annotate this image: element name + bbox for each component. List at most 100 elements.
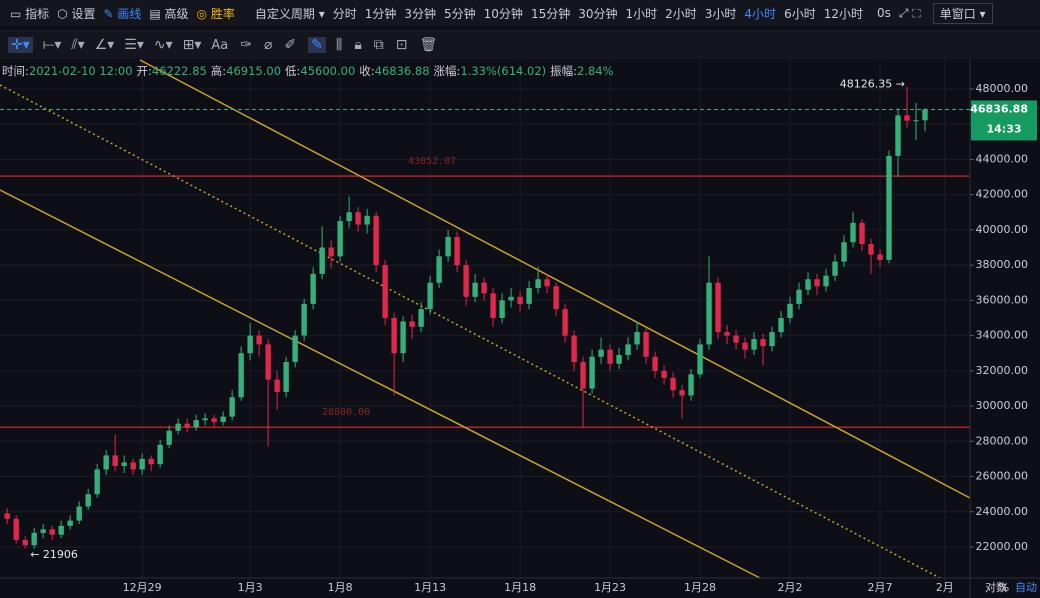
candle-body bbox=[859, 222, 865, 244]
candle-body bbox=[598, 349, 604, 357]
period-button[interactable]: 2小时 bbox=[665, 6, 697, 21]
tool[interactable]: ☰▾ bbox=[124, 37, 144, 53]
candle-body bbox=[832, 261, 838, 276]
tool[interactable]: 🔒︎ bbox=[354, 37, 362, 53]
candle-body bbox=[373, 215, 379, 266]
candle-body bbox=[850, 222, 856, 243]
top-toolbar: ▭ 指标 ⬡ 设置 ✎ 画线 ▤ 高级 ◎ 胜率 自定义周期 ▾ 分时 1分钟 3分… bbox=[0, 0, 1040, 26]
candle-body bbox=[535, 279, 541, 289]
window-select[interactable]: 单窗口 ▾ bbox=[932, 2, 993, 24]
period-button[interactable]: 4小时 bbox=[744, 6, 777, 21]
y-tick-label: 22000.00 bbox=[976, 540, 1029, 553]
tool[interactable]: ⫽▾ bbox=[71, 37, 85, 53]
period-button[interactable]: 3小时 bbox=[704, 6, 737, 21]
x-tick-label: 12月29 bbox=[123, 581, 162, 594]
period-button[interactable]: 分时 bbox=[332, 6, 357, 21]
draw-toolbar: ✛▾ ⟝▾ ⫽▾ ∠▾ ☰▾ ∿▾ ⊞▾ Aa ✑ ⌀ ✐ ✎ ⫼ 🔒︎ ⧉ ⊡… bbox=[0, 30, 1040, 59]
price-line-label: 28800.00 bbox=[322, 407, 370, 418]
period-button[interactable]: 12小时 bbox=[823, 6, 863, 21]
period-button[interactable]: 30分钟 bbox=[578, 6, 618, 21]
tool[interactable]: ✐ bbox=[284, 37, 297, 53]
x-tick-label: 1月28 bbox=[684, 581, 716, 594]
candle-body bbox=[724, 332, 730, 336]
label: 单窗口 bbox=[939, 6, 976, 21]
candle-body bbox=[823, 275, 829, 287]
tool[interactable]: ⊡ bbox=[395, 37, 408, 53]
candle-body bbox=[562, 309, 568, 336]
info-value: 2.84% bbox=[577, 64, 614, 78]
tool[interactable]: ⧉ bbox=[373, 37, 384, 53]
candle-body bbox=[49, 529, 55, 535]
scale-button[interactable]: 对数 bbox=[985, 580, 1007, 594]
candle-body bbox=[148, 458, 154, 465]
tool[interactable]: ✎ bbox=[308, 37, 326, 53]
y-tick-label: 24000.00 bbox=[976, 505, 1029, 518]
icon[interactable]: ⤢ ⛶ bbox=[898, 5, 921, 20]
candle-body bbox=[544, 279, 550, 287]
scale-button[interactable]: 自动 bbox=[1015, 581, 1037, 594]
tool[interactable]: ⟝▾ bbox=[42, 37, 62, 53]
candle-body bbox=[400, 321, 406, 354]
plot-bg bbox=[0, 59, 970, 578]
tool[interactable]: ⫼ bbox=[335, 37, 343, 53]
y-tick-label: 34000.00 bbox=[976, 329, 1029, 342]
period-button[interactable]: 6小时 bbox=[784, 6, 816, 21]
tool[interactable]: 🗑︎ bbox=[419, 37, 438, 53]
tool[interactable]: ⌀ bbox=[263, 37, 273, 53]
period-button[interactable]: 10分钟 bbox=[483, 6, 523, 21]
x-tick-label: 2月2 bbox=[778, 581, 803, 594]
period-button[interactable]: 5分钟 bbox=[444, 6, 476, 21]
tool[interactable]: ∠▾ bbox=[94, 37, 115, 53]
period-button[interactable]: 3分钟 bbox=[404, 6, 437, 21]
candle-body bbox=[589, 356, 595, 389]
candle-body bbox=[229, 397, 235, 417]
tool-button[interactable]: ▭ 指标 bbox=[10, 6, 50, 21]
candle-body bbox=[418, 309, 424, 327]
candle-body bbox=[679, 390, 685, 396]
tool[interactable]: ✛▾ bbox=[8, 37, 33, 53]
candle-body bbox=[670, 377, 676, 391]
info-value: 46836.88 bbox=[374, 64, 430, 78]
tool[interactable]: ✑ bbox=[240, 37, 252, 53]
y-tick-label: 48000.00 bbox=[976, 82, 1029, 95]
candle-body bbox=[508, 296, 514, 301]
candle-body bbox=[643, 332, 649, 357]
info-label: 开: bbox=[136, 64, 152, 78]
tool[interactable]: Aa bbox=[211, 37, 229, 53]
grid: 43052.07 28800.00 bbox=[0, 59, 970, 578]
candle-body bbox=[706, 282, 712, 345]
y-tick-label: 44000.00 bbox=[976, 152, 1029, 165]
tool-button[interactable]: ✎ 画线 bbox=[103, 6, 142, 21]
label: 胜率 bbox=[210, 6, 235, 21]
candle-body bbox=[499, 300, 505, 318]
candle-body bbox=[166, 430, 172, 445]
info-label: 振幅: bbox=[550, 64, 578, 78]
period-button[interactable]: 1分钟 bbox=[364, 6, 397, 21]
y-tick-label: 30000.00 bbox=[976, 399, 1029, 412]
candle-body bbox=[94, 469, 100, 495]
timer: 0s bbox=[876, 6, 891, 20]
period-button[interactable]: 1小时 bbox=[625, 6, 658, 21]
tool-button[interactable]: ⬡ 设置 bbox=[57, 6, 96, 21]
tool-button[interactable]: ◎ 胜率 bbox=[196, 6, 235, 21]
label: 画线 bbox=[117, 6, 142, 21]
candle-body bbox=[355, 212, 361, 225]
candle-body bbox=[184, 423, 190, 428]
y-tick-label: 42000.00 bbox=[976, 188, 1029, 201]
candle-body bbox=[481, 282, 487, 294]
tool[interactable]: ⊞▾ bbox=[182, 37, 202, 53]
info-value: 46222.85 bbox=[151, 64, 207, 78]
candle-body bbox=[328, 247, 334, 257]
candle-body bbox=[814, 279, 820, 287]
period-menu[interactable]: 自定义周期 ▾ bbox=[254, 6, 325, 21]
tool-button[interactable]: ▤ 高级 bbox=[149, 6, 189, 21]
info-label: 高: bbox=[210, 64, 227, 78]
candle-body bbox=[895, 115, 901, 156]
candle-body bbox=[193, 420, 199, 428]
trend-channel bbox=[0, 59, 971, 579]
candle-body bbox=[472, 282, 478, 297]
scale-button[interactable]: % bbox=[999, 581, 1009, 594]
period-button[interactable]: 15分钟 bbox=[530, 6, 571, 21]
tool[interactable]: ∿▾ bbox=[153, 37, 173, 53]
